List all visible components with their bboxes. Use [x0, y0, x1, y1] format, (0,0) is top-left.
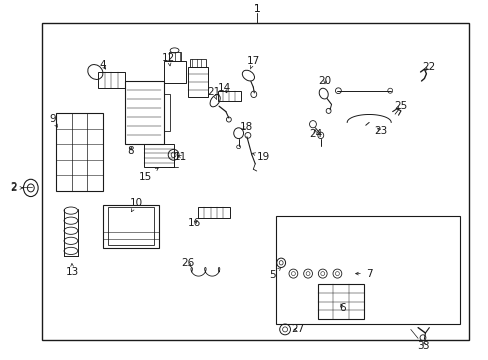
Bar	[188, 67, 207, 97]
Text: 2: 2	[10, 182, 17, 192]
Text: 24: 24	[308, 129, 322, 139]
Bar	[168, 52, 181, 61]
Text: 1: 1	[253, 4, 260, 14]
Bar	[107, 207, 154, 245]
Bar	[276, 216, 459, 324]
Text: 23: 23	[373, 126, 386, 136]
Text: 8: 8	[127, 146, 134, 156]
Text: 15: 15	[139, 168, 158, 182]
Bar	[163, 94, 169, 131]
Bar	[41, 23, 468, 340]
Bar	[56, 113, 102, 191]
Text: 17: 17	[246, 56, 260, 69]
Bar	[217, 91, 241, 101]
Text: 3: 3	[416, 341, 423, 351]
Text: 5: 5	[269, 267, 281, 280]
Text: 14: 14	[217, 83, 230, 93]
Text: 13: 13	[65, 264, 79, 277]
Bar	[98, 72, 124, 88]
Text: 10: 10	[129, 198, 142, 212]
Text: 2: 2	[10, 183, 23, 193]
Text: 4: 4	[99, 60, 106, 70]
Bar	[163, 61, 185, 83]
Bar	[198, 207, 229, 218]
Text: 11: 11	[174, 152, 187, 162]
Text: 19: 19	[252, 152, 269, 162]
Text: 25: 25	[393, 101, 407, 111]
Bar	[144, 144, 173, 167]
Text: 22: 22	[422, 62, 435, 72]
Bar	[102, 205, 159, 248]
Text: 26: 26	[181, 258, 195, 268]
Text: 27: 27	[291, 324, 305, 334]
Text: 7: 7	[355, 269, 372, 279]
Bar	[317, 284, 364, 319]
Text: 1: 1	[253, 4, 260, 14]
Text: 6: 6	[338, 303, 345, 313]
Text: 12: 12	[162, 53, 175, 66]
Bar	[124, 81, 163, 144]
Text: 20: 20	[318, 76, 331, 86]
Text: 18: 18	[239, 122, 253, 132]
Text: 9: 9	[49, 114, 57, 127]
Bar	[189, 59, 206, 67]
Text: 16: 16	[187, 218, 201, 228]
Text: 3: 3	[421, 341, 428, 351]
Text: 21: 21	[206, 87, 220, 100]
